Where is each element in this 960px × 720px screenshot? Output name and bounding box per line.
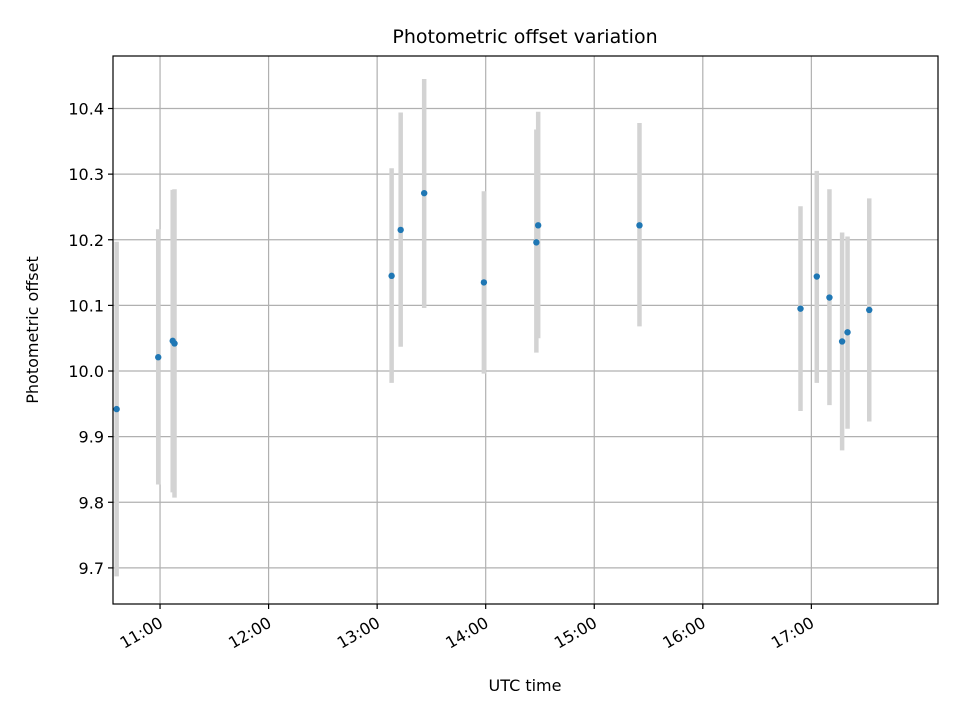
data-point [171,340,178,347]
y-tick-label: 10.0 [68,362,104,381]
y-tick-label: 9.8 [79,493,104,512]
x-tick-label: 14:00 [442,613,491,653]
data-point [838,338,846,345]
grid [113,56,938,604]
y-tick-label: 10.4 [68,100,104,119]
data-point [388,272,395,280]
data-point [155,354,162,361]
data-point [397,226,404,234]
data-point [420,189,428,197]
y-tick-label: 9.7 [79,559,104,578]
x-axis-label: UTC time [489,676,562,695]
data-point [113,405,120,413]
x-tick-label: 15:00 [551,613,600,653]
data-point [797,305,804,312]
y-tick-label: 10.2 [68,231,104,250]
data-point [533,239,540,246]
data-point [480,279,488,286]
y-tick-label: 10.3 [68,165,104,184]
x-tick-label: 13:00 [334,613,383,653]
x-tick-label: 11:00 [117,613,166,653]
data-points [113,189,873,413]
data-point [826,294,833,301]
y-axis-ticks: 9.7 9.8 9.9 10.0 10.1 10.2 10.3 10.4 [68,100,113,578]
y-tick-label: 9.9 [79,428,104,447]
data-point [866,306,873,314]
data-point [844,329,851,336]
data-point [813,273,820,280]
data-point [534,222,542,229]
chart-title: Photometric offset variation [392,26,657,48]
x-tick-label: 12:00 [225,613,274,653]
data-point [636,222,643,229]
x-axis-ticks: 11:00 12:00 13:00 14:00 15:00 16:00 17:00 [117,604,817,653]
plot-frame [112,55,939,605]
x-tick-label: 16:00 [659,613,708,653]
y-tick-label: 10.1 [68,296,104,315]
x-tick-label: 17:00 [768,613,817,653]
y-axis-label: Photometric offset [23,256,42,404]
